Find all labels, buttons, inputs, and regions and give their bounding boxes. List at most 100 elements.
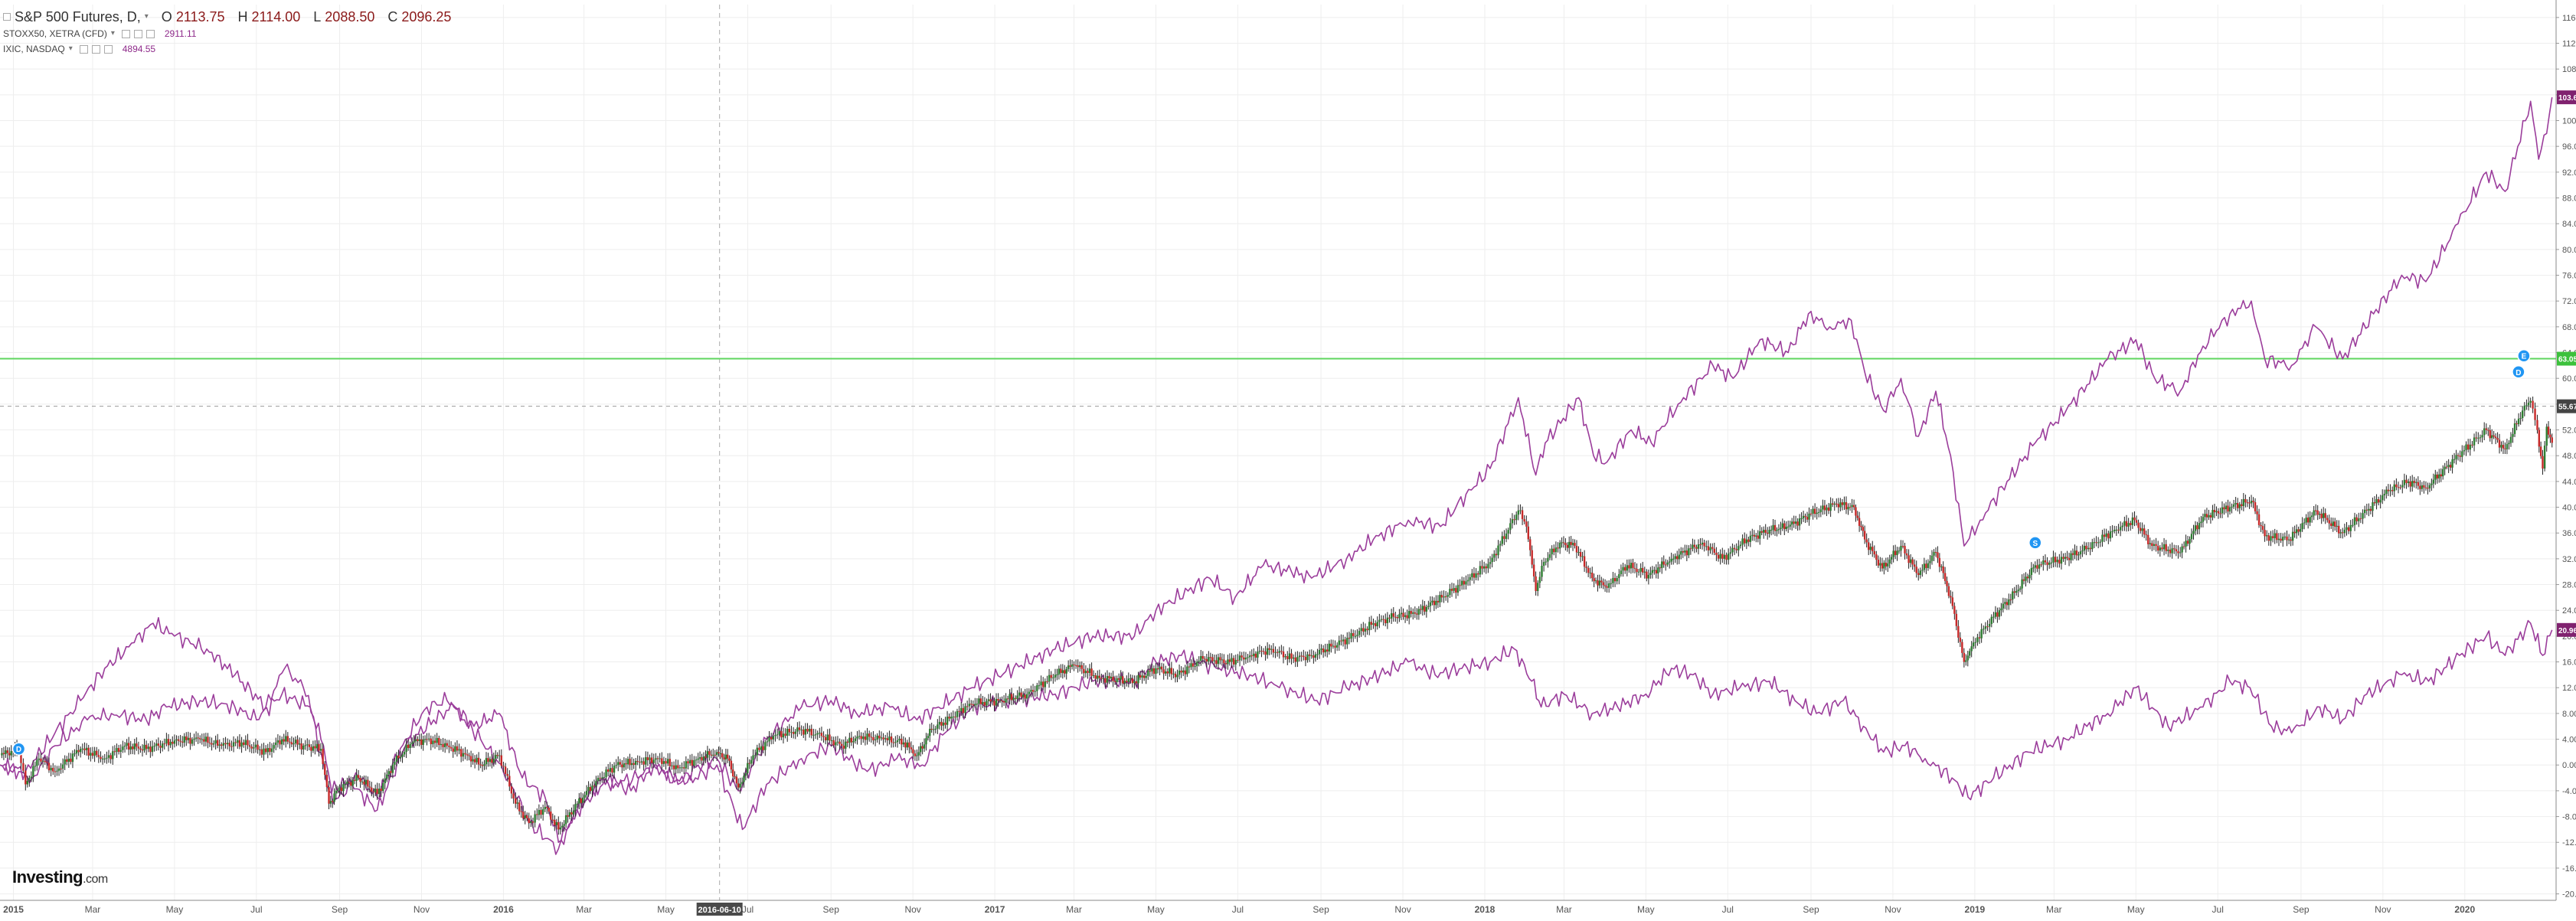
candle-body: [2223, 507, 2225, 510]
price-badge-bg: [2557, 90, 2576, 105]
candle-body: [2355, 517, 2358, 521]
candle-body: [199, 738, 201, 740]
candle-body: [50, 768, 52, 771]
candle-body: [561, 825, 564, 828]
candle-body: [591, 785, 593, 792]
candle-body: [1310, 655, 1313, 657]
candle-body: [2070, 553, 2072, 560]
candle-body: [1591, 573, 1594, 579]
settings-icon[interactable]: [133, 29, 142, 38]
candle-body: [878, 735, 881, 739]
candle-body: [126, 743, 128, 746]
candle-body: [1392, 613, 1394, 617]
candle-body: [683, 767, 685, 769]
candle-body: [1284, 656, 1286, 658]
candle-body: [642, 761, 645, 765]
candle-body: [886, 738, 889, 740]
y-tick-label: 12.00%: [2562, 684, 2576, 693]
candle-body: [1557, 547, 1559, 549]
candle-body: [2347, 527, 2350, 531]
candle-body: [1098, 675, 1101, 678]
candle-body: [655, 758, 657, 760]
candle-body: [944, 722, 946, 725]
settings-icon[interactable]: [91, 44, 100, 54]
candle-body: [816, 733, 819, 735]
candle-body: [1264, 651, 1267, 655]
candle-body: [1649, 573, 1652, 575]
candle-body: [240, 742, 243, 747]
candle-body: [796, 727, 799, 732]
candle-body: [1793, 521, 1795, 524]
candle-body: [1862, 527, 1864, 531]
candle-body: [432, 740, 434, 745]
candle-body: [983, 702, 986, 706]
candle-body: [338, 787, 341, 791]
candle-body: [329, 801, 332, 804]
candle-body: [633, 763, 635, 765]
candle-body: [930, 729, 933, 730]
candle-body: [359, 778, 361, 782]
candle-body: [1262, 651, 1265, 652]
candle-body: [1513, 519, 1515, 521]
candle-body: [449, 746, 453, 749]
candle-body: [38, 758, 41, 760]
candle-body: [1060, 668, 1062, 673]
candle-body: [587, 786, 590, 792]
candle-body: [842, 745, 845, 749]
candle-body: [2068, 557, 2071, 560]
candle-body: [1024, 694, 1026, 699]
candle-body: [557, 821, 560, 830]
candle-body: [363, 781, 365, 785]
candle-body: [1247, 657, 1249, 658]
candle-body: [1071, 664, 1074, 667]
visibility-icon[interactable]: [121, 29, 130, 38]
candle-body: [884, 738, 887, 740]
candle-body: [1511, 519, 1514, 524]
candle-body: [2391, 490, 2394, 492]
candle-body: [253, 747, 255, 749]
candle-body: [2028, 575, 2031, 579]
candle-body: [159, 746, 162, 748]
candle-body: [197, 737, 199, 739]
legend-ixic-row[interactable]: IXIC, NASDAQ ▾ 4894.55: [3, 41, 454, 57]
candle-body: [1711, 547, 1714, 549]
chevron-down-icon[interactable]: ▾: [110, 29, 115, 38]
high-value: 2114.00: [251, 9, 301, 24]
candle-body: [1227, 659, 1229, 665]
visibility-icon[interactable]: [79, 44, 88, 54]
chevron-down-icon[interactable]: ▾: [144, 12, 149, 21]
collapse-icon[interactable]: [3, 13, 11, 21]
candle-body: [522, 812, 525, 818]
candle-body: [1808, 513, 1810, 520]
candle-body: [157, 743, 160, 746]
candle-body: [880, 737, 883, 739]
close-icon[interactable]: [145, 29, 155, 38]
candle-body: [2543, 446, 2546, 469]
candle-body: [1398, 614, 1401, 619]
candle-body: [185, 736, 188, 740]
candle-body: [1697, 544, 1700, 549]
candle-body: [1822, 505, 1824, 510]
candle-body: [263, 748, 265, 755]
candle-body: [30, 776, 33, 779]
candle-body: [2261, 526, 2264, 531]
candle-body: [1598, 580, 1601, 586]
candle-body: [1192, 663, 1195, 667]
candle-body: [1757, 535, 1759, 539]
y-tick-label: 76.00%: [2562, 272, 2576, 281]
close-icon[interactable]: [103, 44, 113, 54]
chevron-down-icon[interactable]: ▾: [68, 44, 73, 53]
candle-body: [1147, 670, 1149, 676]
candle-body: [1195, 661, 1198, 667]
candle-body: [548, 808, 550, 812]
legend-stoxx-row[interactable]: STOXX50, XETRA (CFD) ▾ 2911.11: [3, 26, 454, 41]
event-marker-icon: S: [2028, 536, 2042, 550]
legend-main-row[interactable]: S&P 500 Futures, D, ▾ O 2113.75 H 2114.00 …: [3, 8, 454, 26]
candle-body: [2121, 525, 2123, 527]
candle-body: [1094, 675, 1097, 679]
candle-body: [296, 740, 299, 745]
candle-body: [340, 787, 343, 792]
candle-body: [1963, 652, 1966, 662]
